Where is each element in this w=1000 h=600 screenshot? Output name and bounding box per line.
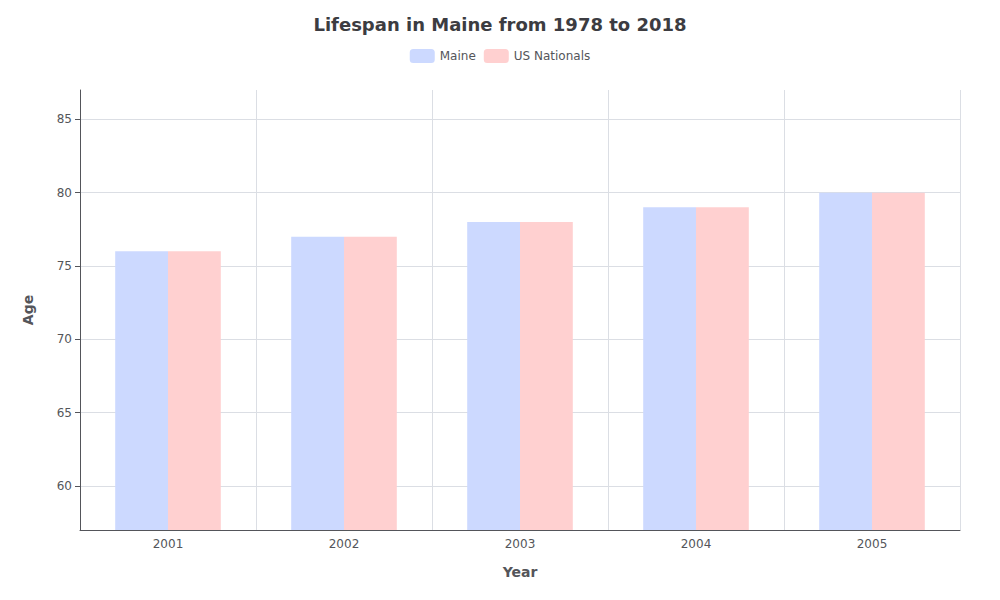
svg-text:75: 75	[57, 259, 72, 273]
svg-text:2002: 2002	[329, 537, 360, 551]
svg-text:2005: 2005	[857, 537, 888, 551]
svg-text:70: 70	[57, 332, 72, 346]
svg-text:US Nationals: US Nationals	[514, 49, 590, 63]
svg-text:Maine: Maine	[440, 49, 476, 63]
svg-text:Age: Age	[20, 295, 36, 325]
svg-text:85: 85	[57, 112, 72, 126]
svg-text:80: 80	[57, 186, 72, 200]
svg-text:Year: Year	[502, 564, 538, 580]
svg-text:2001: 2001	[153, 537, 184, 551]
svg-text:Lifespan in Maine from 1978 to: Lifespan in Maine from 1978 to 2018	[313, 14, 686, 35]
svg-text:65: 65	[57, 406, 72, 420]
svg-text:60: 60	[57, 479, 72, 493]
svg-text:2004: 2004	[681, 537, 712, 551]
svg-text:2003: 2003	[505, 537, 536, 551]
